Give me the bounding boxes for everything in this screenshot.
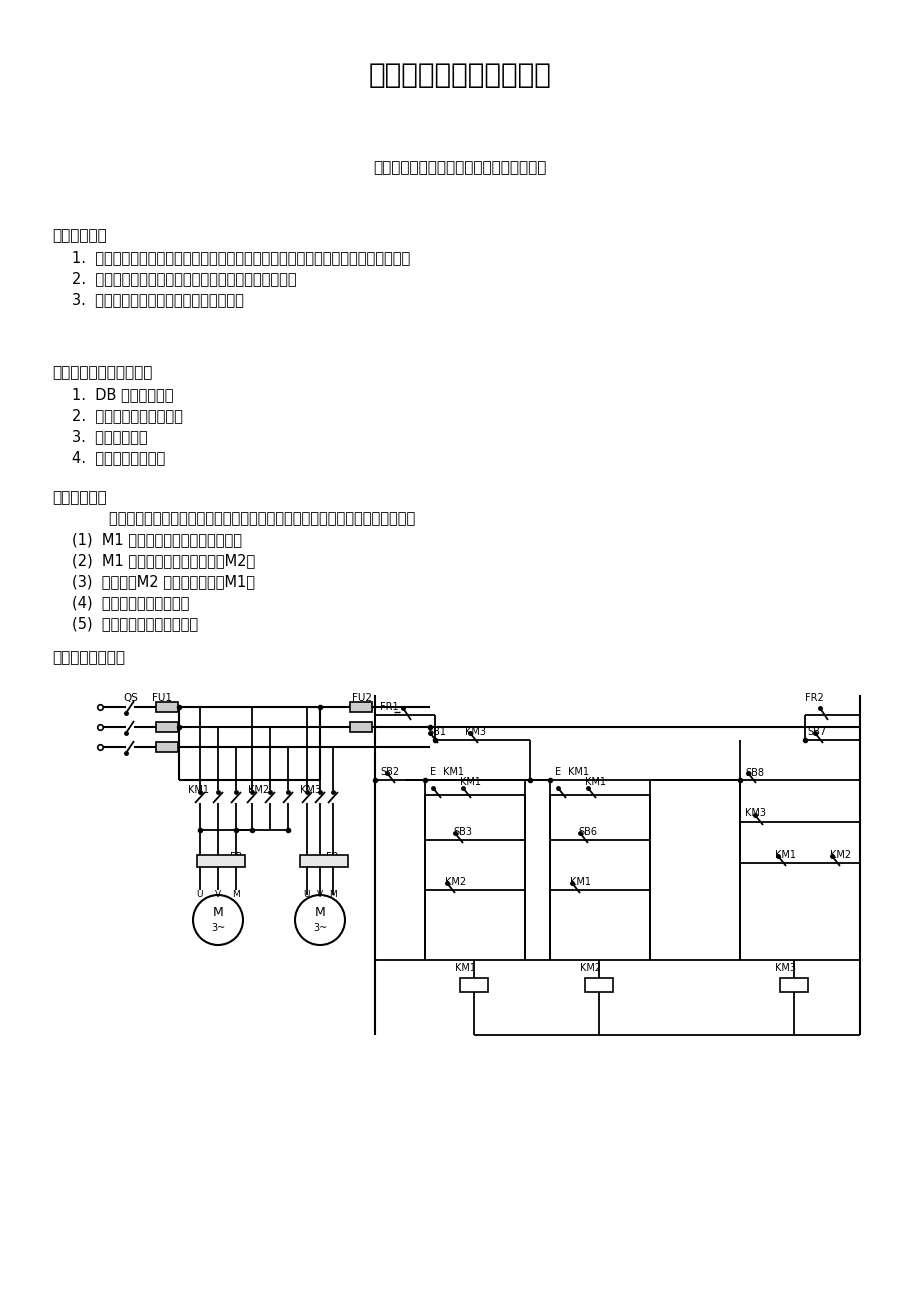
Text: (2)  M1 正向起动之后，才能起动M2；: (2) M1 正向起动之后，才能起动M2； xyxy=(72,553,255,568)
Text: (5)  画出主电路和掌握电路。: (5) 画出主电路和掌握电路。 xyxy=(72,616,198,631)
Text: KM1: KM1 xyxy=(460,777,481,786)
Text: KM1: KM1 xyxy=(774,850,795,861)
Bar xyxy=(156,702,177,712)
Text: FR: FR xyxy=(230,852,243,862)
Text: KM1: KM1 xyxy=(455,963,475,973)
Text: SB7: SB7 xyxy=(806,727,825,737)
Text: 1.  DB 电工试验台；: 1. DB 电工试验台； xyxy=(72,387,174,402)
Text: V: V xyxy=(215,891,221,898)
Text: SB2: SB2 xyxy=(380,767,399,777)
Text: (3)  停车时，M2 停顿后，才能停M1；: (3) 停车时，M2 停顿后，才能停M1； xyxy=(72,574,255,589)
Circle shape xyxy=(193,894,243,945)
Text: KM1: KM1 xyxy=(570,878,590,887)
Bar xyxy=(156,723,177,732)
Text: M: M xyxy=(212,906,223,919)
Text: 一、试验目的: 一、试验目的 xyxy=(52,228,107,243)
Text: 实现三相异步电动机的正、反转、点动、互锁、连锁掌握。满足以下具体要求：: 实现三相异步电动机的正、反转、点动、互锁、连锁掌握。满足以下具体要求： xyxy=(72,510,414,526)
Text: 3~: 3~ xyxy=(312,923,327,934)
Bar xyxy=(349,702,371,712)
Text: FR1: FR1 xyxy=(380,702,398,712)
Bar xyxy=(460,978,487,992)
Text: U: U xyxy=(197,891,203,898)
Text: QS: QS xyxy=(123,693,138,703)
Text: KM3: KM3 xyxy=(300,785,321,796)
Text: 3.  了解继电一接触器断续掌握电路的组成: 3. 了解继电一接触器断续掌握电路的组成 xyxy=(72,292,244,307)
Text: KM3: KM3 xyxy=(464,727,485,737)
Text: FU2: FU2 xyxy=(352,693,371,703)
Text: FR2: FR2 xyxy=(804,693,823,703)
Text: SB1: SB1 xyxy=(426,727,446,737)
Text: 试验一、继电一接触器掌握三相异步电动机: 试验一、继电一接触器掌握三相异步电动机 xyxy=(373,160,546,176)
Text: M: M xyxy=(314,906,325,919)
Text: 3.  万用表一台；: 3. 万用表一台； xyxy=(72,428,147,444)
Text: 1.  生疏继电一接触器断续掌握系统的电路原理图、元件布局图和接线图的读图方式；: 1. 生疏继电一接触器断续掌握系统的电路原理图、元件布局图和接线图的读图方式； xyxy=(72,250,410,266)
Text: KM2: KM2 xyxy=(829,850,850,861)
Text: FR: FR xyxy=(325,852,338,862)
Bar xyxy=(584,978,612,992)
Text: (1)  M1 可以正、反向点动调整掌握；: (1) M1 可以正、反向点动调整掌握； xyxy=(72,533,242,547)
Text: KM3: KM3 xyxy=(774,963,795,973)
Text: 机电传动掌握试验指导书: 机电传动掌握试验指导书 xyxy=(369,61,550,89)
Bar xyxy=(156,742,177,753)
Bar xyxy=(300,855,347,867)
Circle shape xyxy=(295,894,345,945)
Bar xyxy=(197,855,244,867)
Text: 二、试验使用仪器、设备: 二、试验使用仪器、设备 xyxy=(52,365,153,380)
Text: SB8: SB8 xyxy=(744,768,763,779)
Text: V: V xyxy=(316,891,323,898)
Text: KM2: KM2 xyxy=(248,785,269,796)
Text: E: E xyxy=(554,767,561,777)
Text: SB3: SB3 xyxy=(452,827,471,837)
Text: 2.  三相异步电动机二台；: 2. 三相异步电动机二台； xyxy=(72,408,183,423)
Text: 3~: 3~ xyxy=(210,923,225,934)
Bar xyxy=(349,723,371,732)
Text: 2.  把握三相异步电动机主回路和掌握回路的接线方法；: 2. 把握三相异步电动机主回路和掌握回路的接线方法； xyxy=(72,271,296,286)
Text: KM1: KM1 xyxy=(443,767,463,777)
Text: 三、试验要求: 三、试验要求 xyxy=(52,490,107,505)
Text: KM1: KM1 xyxy=(187,785,209,796)
Text: 四、试验参考电路: 四、试验参考电路 xyxy=(52,650,125,665)
Text: KM1: KM1 xyxy=(567,767,588,777)
Text: M: M xyxy=(232,891,240,898)
Text: M: M xyxy=(329,891,336,898)
Text: E: E xyxy=(429,767,436,777)
Text: KM1: KM1 xyxy=(584,777,606,786)
Text: KM2: KM2 xyxy=(579,963,600,973)
Text: (4)  具有短路和过载保护；: (4) 具有短路和过载保护； xyxy=(72,595,189,611)
Text: KM3: KM3 xyxy=(744,809,766,818)
Text: SB6: SB6 xyxy=(577,827,596,837)
Text: FU1: FU1 xyxy=(152,693,172,703)
Text: KM2: KM2 xyxy=(445,878,466,887)
Text: U: U xyxy=(303,891,310,898)
Text: 4.  专用连接线一套。: 4. 专用连接线一套。 xyxy=(72,450,165,465)
Bar xyxy=(779,978,807,992)
